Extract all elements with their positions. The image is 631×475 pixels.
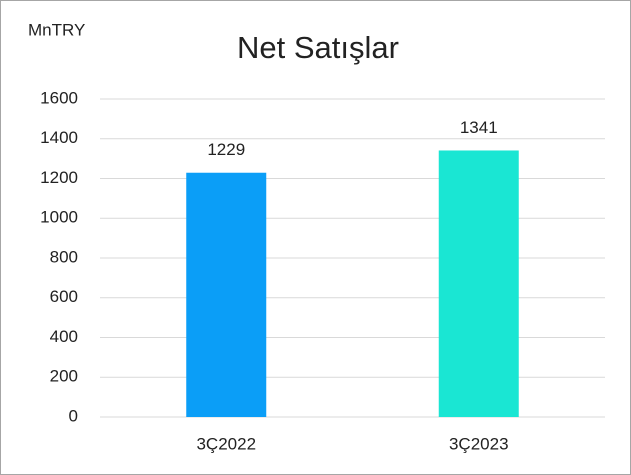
chart-title: Net Satışlar [237, 30, 399, 65]
y-tick-label: 400 [50, 327, 78, 346]
y-tick-label: 1000 [40, 208, 78, 227]
x-tick-label: 3Ç2022 [196, 434, 256, 453]
y-tick-label: 1200 [40, 168, 78, 187]
data-label: 1341 [460, 118, 498, 137]
y-tick-label: 0 [69, 406, 78, 425]
y-tick-label: 800 [50, 247, 78, 266]
y-tick-label: 1600 [40, 88, 78, 107]
y-tick-label: 1400 [40, 128, 78, 147]
y-tick-label: 200 [50, 367, 78, 386]
bar [438, 150, 519, 417]
bar [186, 172, 267, 417]
data-label: 1229 [207, 140, 245, 159]
x-tick-label: 3Ç2023 [449, 434, 509, 453]
y-axis-label: MnTRY [28, 20, 85, 39]
y-tick-label: 600 [50, 287, 78, 306]
